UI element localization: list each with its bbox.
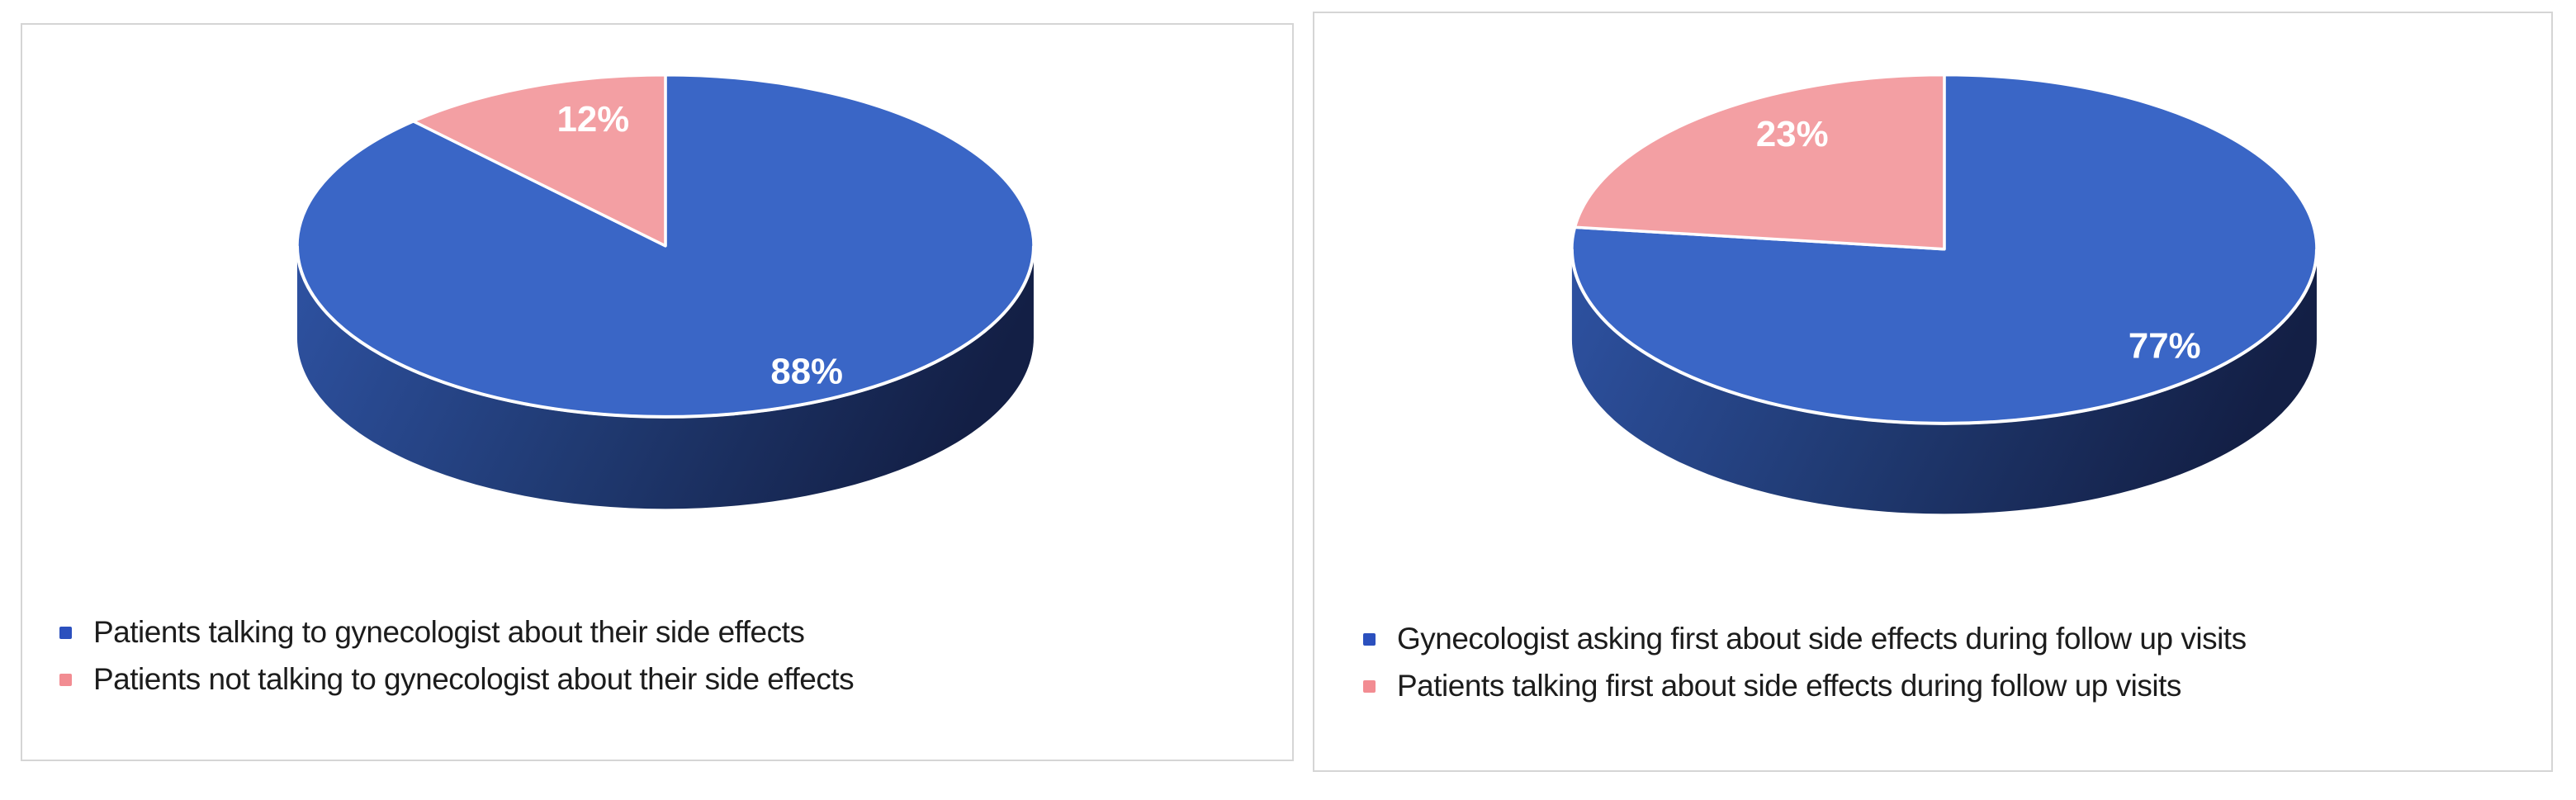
legend-label: Patients talking first about side effect… — [1397, 669, 2181, 703]
legend-label: Patients not talking to gynecologist abo… — [93, 662, 855, 696]
pie-chart-right: 77% 23% — [1570, 73, 2318, 514]
legend-item: Patients talking first about side effect… — [1363, 668, 2247, 704]
legend-item: Patients talking to gynecologist about t… — [59, 614, 854, 651]
pie-side-wall — [1571, 249, 2317, 514]
slice-label: 23% — [1756, 114, 1829, 154]
legend-item: Gynecologist asking first about side eff… — [1363, 621, 2247, 657]
pie-chart-left: 88% 12% — [295, 73, 1035, 509]
pie-rim-highlight — [295, 245, 1035, 419]
legend-marker-pink-icon — [59, 673, 72, 686]
legend-right: Gynecologist asking first about side eff… — [1363, 621, 2247, 704]
legend-label: Gynecologist asking first about side eff… — [1397, 622, 2247, 656]
legend-marker-blue-icon — [59, 626, 72, 639]
slice-label: 88% — [770, 352, 843, 392]
legend-label: Patients talking to gynecologist about t… — [93, 615, 805, 649]
slice-label: 12% — [557, 99, 630, 140]
legend-marker-pink-icon — [1363, 679, 1376, 693]
legend-left: Patients talking to gynecologist about t… — [59, 614, 855, 698]
pie-slice — [1573, 73, 1946, 251]
pie-rim-highlight — [1570, 249, 2318, 425]
chart-panel-right: 77% 23% Gynecologist asking first about s… — [1313, 12, 2553, 772]
legend-item: Patients not talking to gynecologist abo… — [59, 661, 855, 698]
pie-slice — [411, 73, 667, 248]
slice-label: 77% — [2129, 326, 2201, 367]
pie-side-wall — [296, 245, 1034, 509]
legend-marker-blue-icon — [1363, 632, 1376, 646]
chart-panel-left: 88% 12% Patients talking to gynecologist … — [21, 23, 1294, 761]
